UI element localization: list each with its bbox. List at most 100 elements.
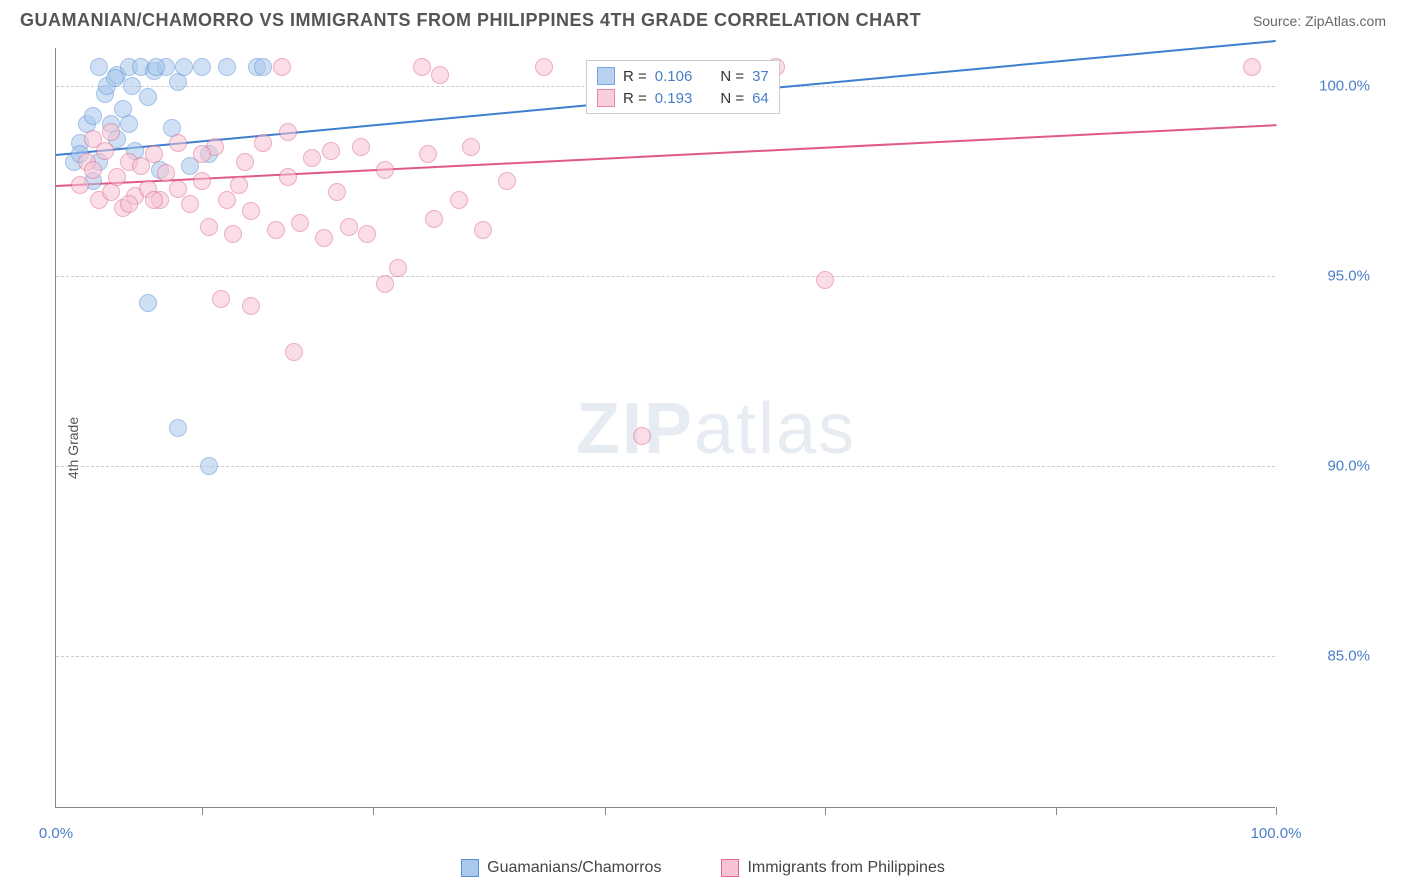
data-point-phil	[242, 202, 260, 220]
data-point-guam	[123, 77, 141, 95]
data-point-phil	[108, 168, 126, 186]
legend-swatch-icon	[597, 67, 615, 85]
stats-legend-row-phil: R = 0.193 N = 64	[597, 87, 769, 109]
gridline	[56, 466, 1275, 467]
data-point-phil	[212, 290, 230, 308]
data-point-guam	[106, 69, 124, 87]
data-point-phil	[474, 221, 492, 239]
source-attribution: Source: ZipAtlas.com	[1253, 13, 1386, 29]
data-point-phil	[169, 180, 187, 198]
data-point-guam	[84, 107, 102, 125]
data-point-phil	[120, 195, 138, 213]
y-tick-label: 90.0%	[1285, 458, 1370, 475]
data-point-guam	[147, 58, 165, 76]
data-point-phil	[84, 161, 102, 179]
data-point-guam	[120, 115, 138, 133]
r-value: 0.193	[655, 90, 693, 107]
data-point-guam	[218, 58, 236, 76]
plot-area: ZIPatlas 85.0%90.0%95.0%100.0%0.0%100.0%…	[55, 48, 1275, 808]
stats-legend-box: R = 0.106 N = 37 R = 0.193 N = 64	[586, 60, 780, 114]
data-point-phil	[193, 172, 211, 190]
data-point-phil	[1243, 58, 1261, 76]
data-point-guam	[139, 88, 157, 106]
data-point-guam	[175, 58, 193, 76]
x-tick-label: 100.0%	[1251, 825, 1302, 842]
data-point-phil	[431, 66, 449, 84]
data-point-phil	[340, 218, 358, 236]
data-point-guam	[139, 294, 157, 312]
data-point-phil	[376, 161, 394, 179]
data-point-phil	[84, 130, 102, 148]
data-point-phil	[413, 58, 431, 76]
r-prefix: R =	[623, 68, 647, 85]
data-point-phil	[273, 58, 291, 76]
data-point-phil	[267, 221, 285, 239]
legend-label-guam: Guamanians/Chamorros	[487, 859, 661, 877]
data-point-phil	[193, 145, 211, 163]
r-prefix: R =	[623, 90, 647, 107]
data-point-phil	[462, 138, 480, 156]
y-tick-label: 100.0%	[1285, 78, 1370, 95]
data-point-phil	[236, 153, 254, 171]
n-value: 37	[752, 68, 769, 85]
data-point-phil	[71, 176, 89, 194]
data-point-phil	[102, 123, 120, 141]
data-point-phil	[389, 259, 407, 277]
data-point-phil	[218, 191, 236, 209]
legend-swatch-icon	[721, 859, 739, 877]
data-point-guam	[200, 457, 218, 475]
x-tick-label: 0.0%	[39, 825, 73, 842]
data-point-phil	[279, 168, 297, 186]
data-point-phil	[230, 176, 248, 194]
legend-item-guam: Guamanians/Chamorros	[461, 859, 661, 877]
x-tick	[825, 807, 826, 815]
data-point-guam	[193, 58, 211, 76]
legend-label-phil: Immigrants from Philippines	[747, 859, 944, 877]
data-point-phil	[279, 123, 297, 141]
chart-container: 4th Grade ZIPatlas 85.0%90.0%95.0%100.0%…	[55, 48, 1388, 832]
data-point-guam	[90, 58, 108, 76]
n-prefix: N =	[720, 68, 744, 85]
data-point-phil	[145, 191, 163, 209]
x-tick	[202, 807, 203, 815]
legend-swatch-icon	[461, 859, 479, 877]
watermark-light: atlas	[694, 389, 856, 469]
data-point-phil	[242, 297, 260, 315]
data-point-phil	[816, 271, 834, 289]
y-tick-label: 85.0%	[1285, 648, 1370, 665]
data-point-phil	[376, 275, 394, 293]
watermark: ZIPatlas	[576, 388, 856, 470]
data-point-phil	[450, 191, 468, 209]
y-tick-label: 95.0%	[1285, 268, 1370, 285]
data-point-phil	[285, 343, 303, 361]
legend-swatch-icon	[597, 89, 615, 107]
source-prefix: Source:	[1253, 13, 1305, 29]
gridline	[56, 656, 1275, 657]
data-point-phil	[157, 164, 175, 182]
data-point-phil	[535, 58, 553, 76]
data-point-phil	[181, 195, 199, 213]
chart-title: GUAMANIAN/CHAMORRO VS IMMIGRANTS FROM PH…	[20, 10, 921, 31]
data-point-phil	[328, 183, 346, 201]
stats-legend-row-guam: R = 0.106 N = 37	[597, 65, 769, 87]
data-point-phil	[633, 427, 651, 445]
data-point-phil	[145, 145, 163, 163]
data-point-phil	[200, 218, 218, 236]
data-point-guam	[169, 419, 187, 437]
gridline	[56, 276, 1275, 277]
data-point-phil	[419, 145, 437, 163]
data-point-phil	[315, 229, 333, 247]
data-point-phil	[291, 214, 309, 232]
data-point-phil	[169, 134, 187, 152]
data-point-phil	[352, 138, 370, 156]
x-tick	[605, 807, 606, 815]
n-prefix: N =	[720, 90, 744, 107]
data-point-phil	[303, 149, 321, 167]
legend-item-phil: Immigrants from Philippines	[721, 859, 944, 877]
r-value: 0.106	[655, 68, 693, 85]
source-name: ZipAtlas.com	[1305, 13, 1386, 29]
data-point-guam	[254, 58, 272, 76]
data-point-phil	[358, 225, 376, 243]
data-point-phil	[322, 142, 340, 160]
n-value: 64	[752, 90, 769, 107]
